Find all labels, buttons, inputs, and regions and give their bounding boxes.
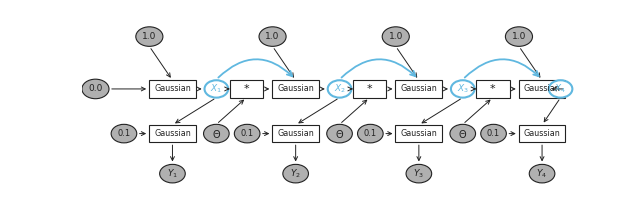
Ellipse shape: [451, 80, 475, 98]
Text: $Y_{2}$: $Y_{2}$: [290, 167, 301, 180]
Ellipse shape: [205, 80, 228, 98]
Text: $Y_{4}$: $Y_{4}$: [536, 167, 548, 180]
Text: $X_{4}$: $X_{4}$: [554, 83, 566, 95]
FancyBboxPatch shape: [149, 125, 196, 142]
FancyBboxPatch shape: [353, 80, 387, 98]
Ellipse shape: [159, 164, 185, 183]
Text: $\Theta$: $\Theta$: [335, 127, 344, 140]
Ellipse shape: [111, 124, 137, 143]
Ellipse shape: [406, 164, 431, 183]
Ellipse shape: [328, 80, 351, 98]
Text: $Y_{1}$: $Y_{1}$: [167, 167, 178, 180]
Text: 1.0: 1.0: [512, 32, 526, 41]
FancyBboxPatch shape: [230, 80, 263, 98]
Text: 0.1: 0.1: [364, 129, 377, 138]
Ellipse shape: [382, 27, 410, 46]
Text: 0.1: 0.1: [487, 129, 500, 138]
FancyBboxPatch shape: [476, 80, 509, 98]
Text: 0.0: 0.0: [88, 84, 102, 94]
Ellipse shape: [450, 124, 476, 143]
FancyBboxPatch shape: [272, 125, 319, 142]
Ellipse shape: [259, 27, 286, 46]
Text: Gaussian: Gaussian: [154, 129, 191, 138]
FancyBboxPatch shape: [272, 80, 319, 98]
Ellipse shape: [283, 164, 308, 183]
Ellipse shape: [82, 79, 109, 99]
Ellipse shape: [136, 27, 163, 46]
Text: *: *: [367, 84, 372, 94]
Text: $\Theta$: $\Theta$: [458, 127, 467, 140]
Ellipse shape: [234, 124, 260, 143]
Text: 0.1: 0.1: [241, 129, 253, 138]
Ellipse shape: [529, 164, 555, 183]
Ellipse shape: [481, 124, 506, 143]
Text: 0.1: 0.1: [117, 129, 131, 138]
FancyBboxPatch shape: [149, 80, 196, 98]
Text: Gaussian: Gaussian: [277, 84, 314, 94]
Ellipse shape: [548, 80, 572, 98]
Text: $X_{3}$: $X_{3}$: [457, 83, 468, 95]
Text: $Y_{3}$: $Y_{3}$: [413, 167, 424, 180]
Text: *: *: [490, 84, 495, 94]
Text: $X_{2}$: $X_{2}$: [333, 83, 346, 95]
Text: Gaussian: Gaussian: [154, 84, 191, 94]
Text: $\Theta$: $\Theta$: [212, 127, 221, 140]
Text: Gaussian: Gaussian: [524, 84, 561, 94]
Ellipse shape: [358, 124, 383, 143]
FancyBboxPatch shape: [396, 125, 442, 142]
Text: Gaussian: Gaussian: [401, 129, 437, 138]
Text: $X_{1}$: $X_{1}$: [211, 83, 222, 95]
Ellipse shape: [506, 27, 532, 46]
Ellipse shape: [327, 124, 353, 143]
Text: 1.0: 1.0: [388, 32, 403, 41]
Text: 1.0: 1.0: [142, 32, 157, 41]
FancyBboxPatch shape: [518, 80, 566, 98]
Text: 1.0: 1.0: [266, 32, 280, 41]
Text: Gaussian: Gaussian: [277, 129, 314, 138]
FancyBboxPatch shape: [396, 80, 442, 98]
Text: *: *: [244, 84, 249, 94]
Text: Gaussian: Gaussian: [524, 129, 561, 138]
Ellipse shape: [204, 124, 229, 143]
FancyBboxPatch shape: [518, 125, 566, 142]
Text: Gaussian: Gaussian: [401, 84, 437, 94]
